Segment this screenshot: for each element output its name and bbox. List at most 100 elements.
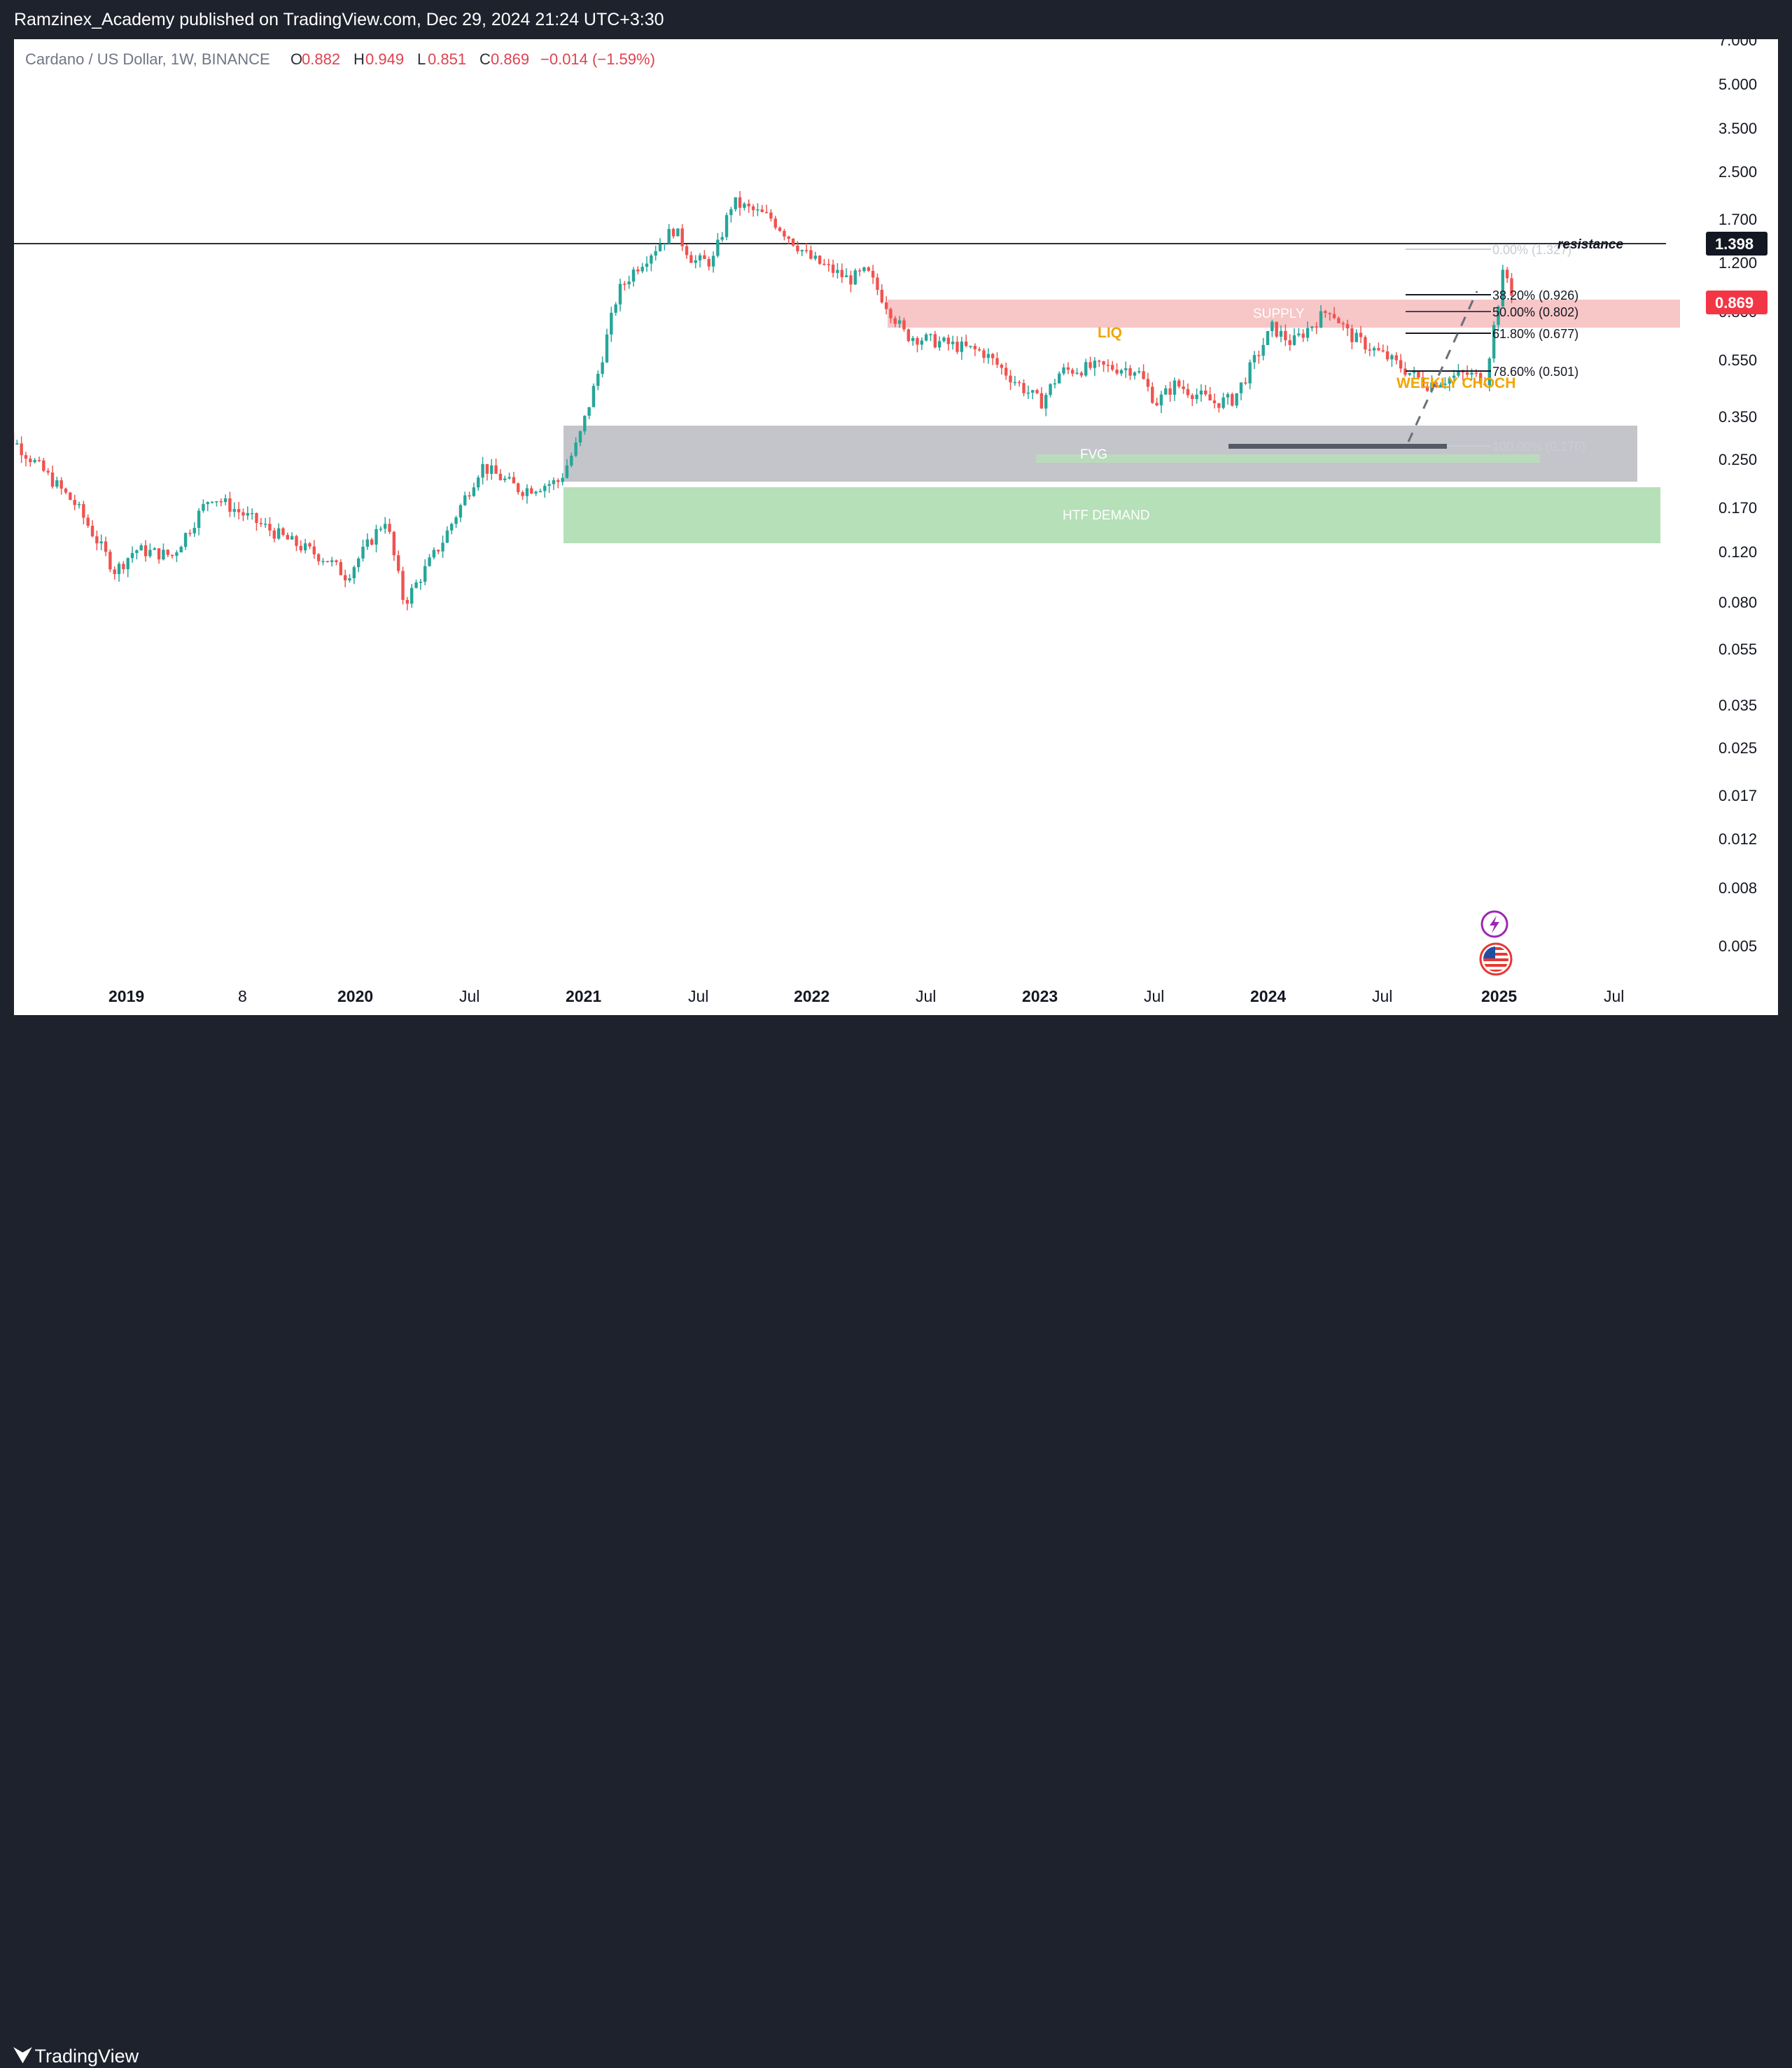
candle-body xyxy=(220,501,223,503)
candle-body xyxy=(273,531,276,539)
candle-body xyxy=(158,548,160,559)
candle-body xyxy=(64,489,67,493)
candle-body xyxy=(898,321,901,324)
candle-body xyxy=(1244,382,1247,384)
candle-body xyxy=(180,547,183,552)
fvg-label: FVG xyxy=(1080,447,1107,462)
candle-body xyxy=(477,477,479,487)
candle-body xyxy=(1408,373,1411,375)
candle-body xyxy=(281,529,284,535)
candle-body xyxy=(100,541,103,543)
candle-body xyxy=(708,259,710,267)
candle-body xyxy=(499,474,502,480)
candle-body xyxy=(862,267,865,271)
candle-body xyxy=(734,197,737,209)
candle-body xyxy=(1151,386,1154,403)
candle-body xyxy=(849,275,852,284)
candle-body xyxy=(1000,365,1003,368)
candle-body xyxy=(556,480,559,482)
candle-body xyxy=(805,250,808,251)
open-value: 0.882 xyxy=(302,50,340,68)
candle-body xyxy=(468,496,470,497)
fib-retracement[interactable]: 0.00% (1.327) 38.20% (0.926) 50.00% (0.8… xyxy=(1406,243,1586,454)
candle-body xyxy=(433,550,435,557)
candle-body xyxy=(507,477,510,479)
price-tick: 7.000 xyxy=(1718,39,1757,49)
time-tick: Jul xyxy=(459,987,479,1005)
candle-body xyxy=(353,567,356,578)
candle-body xyxy=(29,459,31,462)
candle-body xyxy=(153,548,156,550)
price-tick: 0.005 xyxy=(1718,937,1757,955)
time-tick: 2019 xyxy=(108,987,144,1005)
candle-body xyxy=(1035,390,1038,393)
fib-label-50: 50.00% (0.802) xyxy=(1492,305,1578,319)
candle-body xyxy=(384,524,386,529)
candle-body xyxy=(561,478,564,482)
candle-body xyxy=(1226,394,1229,398)
low-label: L xyxy=(417,50,426,68)
candle-body xyxy=(592,386,595,407)
candle-body xyxy=(756,209,759,211)
candle-body xyxy=(951,342,954,344)
candle-body xyxy=(335,560,337,562)
candle-body xyxy=(547,484,550,485)
candle-body xyxy=(78,504,80,505)
candle-body xyxy=(1359,333,1362,337)
candle-body xyxy=(108,552,111,569)
candle-body xyxy=(1067,368,1070,370)
candle-body xyxy=(640,267,643,271)
candle-body xyxy=(761,209,764,212)
candle-body xyxy=(1040,393,1043,409)
tradingview-logo[interactable]: ⮟ TradingView xyxy=(14,2044,139,2068)
candle-body xyxy=(1217,403,1220,408)
candle-body xyxy=(224,498,227,502)
candle-body xyxy=(1022,383,1025,393)
candle-body xyxy=(1386,351,1389,359)
candle-body xyxy=(858,270,861,272)
candle-body xyxy=(1470,372,1473,375)
candle-body xyxy=(596,374,599,386)
candle-body xyxy=(650,256,652,264)
candle-body xyxy=(503,478,506,480)
candle-body xyxy=(934,334,937,347)
price-tick: 1.700 xyxy=(1718,211,1757,228)
lightning-event-icon[interactable] xyxy=(1482,911,1507,937)
candle-body xyxy=(51,473,54,487)
price-tick: 0.012 xyxy=(1718,830,1757,848)
chart-panel[interactable]: 0.00% (1.327) 38.20% (0.926) 50.00% (0.8… xyxy=(14,39,1778,1015)
candle-body xyxy=(86,517,89,526)
candle-body xyxy=(1155,403,1158,405)
candle-body xyxy=(330,560,333,562)
candle-body xyxy=(743,204,746,208)
last-price-tag-text: 0.869 xyxy=(1715,294,1754,312)
candle-body xyxy=(1182,386,1184,389)
candle-body xyxy=(215,501,218,503)
candle-body xyxy=(960,342,963,352)
candle-body xyxy=(716,239,719,256)
candle-body xyxy=(690,255,692,263)
candle-body xyxy=(632,270,635,281)
resistance-label: resistance xyxy=(1558,237,1623,252)
price-tick: 0.035 xyxy=(1718,697,1757,714)
candle-body xyxy=(680,228,683,246)
candle-body xyxy=(1027,393,1030,394)
us-flag-economic-event-icon[interactable] xyxy=(1480,944,1511,974)
close-label: C xyxy=(479,50,491,68)
candle-body xyxy=(645,264,648,267)
candle-body xyxy=(712,256,715,266)
candle-body xyxy=(131,553,134,558)
candle-body xyxy=(1044,395,1047,408)
candle-body xyxy=(530,488,533,493)
candle-body xyxy=(978,349,981,351)
candle-body xyxy=(623,284,626,285)
candle-body xyxy=(463,496,466,505)
chart-svg[interactable]: 0.00% (1.327) 38.20% (0.926) 50.00% (0.8… xyxy=(14,39,1778,1015)
candle-body xyxy=(241,512,244,516)
candle-body xyxy=(1062,368,1065,374)
price-axis[interactable]: 7.000 5.000 3.500 2.500 1.700 1.200 0.80… xyxy=(1706,39,1768,955)
candle-body xyxy=(344,575,346,580)
price-tick: 0.017 xyxy=(1718,787,1757,804)
time-axis[interactable]: 2019 8 2020 Jul 2021 Jul 2022 Jul 2023 J… xyxy=(108,987,1624,1005)
candle-body xyxy=(184,533,187,547)
